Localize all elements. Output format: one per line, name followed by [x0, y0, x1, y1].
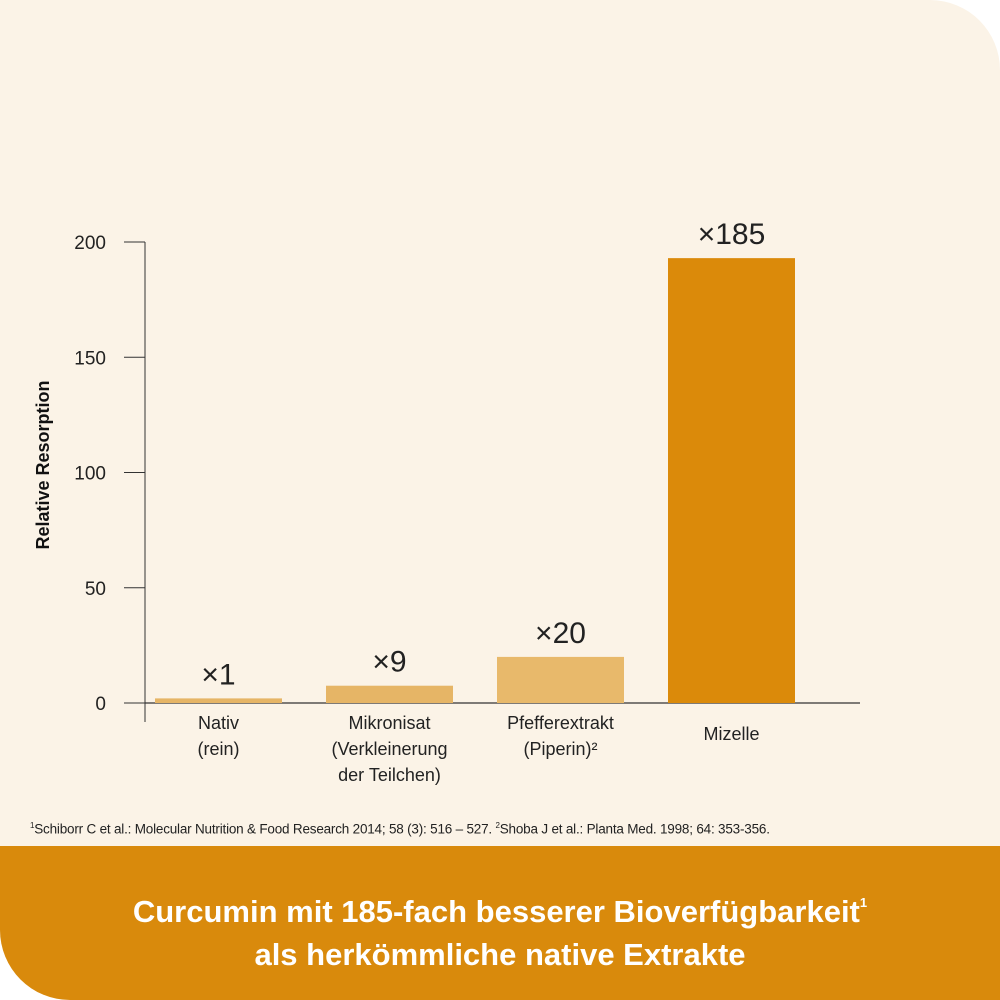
category-label: (Verkleinerung [331, 739, 447, 759]
category-label: der Teilchen) [338, 765, 441, 785]
data-label: ×20 [535, 617, 586, 650]
data-label: ×9 [372, 646, 406, 679]
headline-text-1: Curcumin mit 185-fach besserer Bioverfüg… [132, 894, 860, 929]
category-label: (rein) [197, 739, 239, 759]
y-tick-label: 150 [74, 348, 106, 369]
footnote-text-2: Shoba J et al.: Planta Med. 1998; 64: 35… [499, 821, 770, 837]
footnote-ref-2: 2 [495, 821, 500, 830]
bar-1 [326, 685, 453, 703]
headline-line-1: Curcumin mit 185-fach besserer Bioverfüg… [0, 881, 1000, 933]
bar-3 [668, 258, 795, 703]
category-label: (Piperin)² [523, 739, 597, 759]
y-tick-label: 50 [85, 579, 106, 600]
y-axis-label: Relative Resorption [33, 380, 53, 549]
category-label: Mizelle [703, 724, 759, 744]
data-label: ×1 [201, 658, 235, 691]
bar-0 [155, 698, 282, 703]
headline-sup: 1 [859, 895, 868, 910]
headline-line-2: als herkömmliche native Extrakte [254, 937, 746, 972]
headline-banner: Curcumin mit 185-fach besserer Bioverfüg… [0, 846, 1000, 1000]
footnote-text-1: Schiborr C et al.: Molecular Nutrition &… [34, 821, 496, 837]
bar-2 [497, 656, 624, 703]
footnote-ref-1: 1 [30, 821, 35, 830]
bar-chart: 0 50 100 150 200 Relative Resorption ×1 Nativ (r… [33, 218, 860, 785]
category-label: Nativ [198, 713, 239, 733]
category-label: Pfefferextrakt [507, 713, 614, 733]
data-label: ×185 [698, 218, 766, 251]
y-tick-label: 200 [74, 233, 106, 254]
y-tick-label: 0 [95, 694, 106, 715]
footnote: 1Schiborr C et al.: Molecular Nutrition … [30, 821, 770, 837]
category-label: Mikronisat [348, 713, 430, 733]
y-tick-label: 100 [74, 464, 106, 485]
